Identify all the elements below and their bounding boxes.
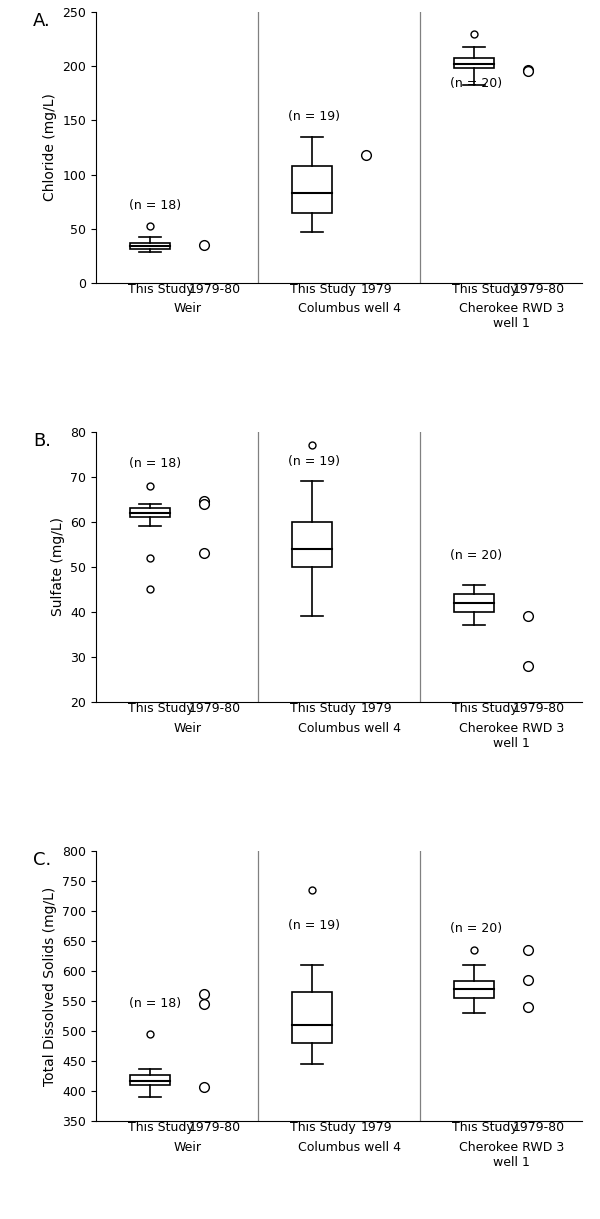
Text: Weir: Weir <box>174 1141 202 1154</box>
Y-axis label: Chloride (mg/L): Chloride (mg/L) <box>43 94 57 201</box>
Y-axis label: Total Dissolved Solids (mg/L): Total Dissolved Solids (mg/L) <box>43 886 57 1086</box>
Text: Weir: Weir <box>174 302 202 316</box>
Text: (n = 18): (n = 18) <box>130 200 182 212</box>
Y-axis label: Sulfate (mg/L): Sulfate (mg/L) <box>51 517 65 617</box>
Text: Cherokee RWD 3
well 1: Cherokee RWD 3 well 1 <box>459 1141 565 1169</box>
Text: 1979: 1979 <box>361 702 392 716</box>
Text: (n = 20): (n = 20) <box>450 550 502 562</box>
Text: Columbus well 4: Columbus well 4 <box>298 302 401 316</box>
Bar <box>130 508 170 517</box>
Text: This Study: This Study <box>128 702 194 716</box>
Text: Columbus well 4: Columbus well 4 <box>298 722 401 735</box>
Bar <box>454 57 494 68</box>
Text: Weir: Weir <box>174 722 202 735</box>
Text: This Study: This Study <box>452 702 518 716</box>
Text: This Study: This Study <box>452 283 518 296</box>
Text: This Study: This Study <box>128 1121 194 1135</box>
Text: C.: C. <box>33 851 51 869</box>
Text: 1979-80: 1979-80 <box>189 1121 241 1135</box>
Text: B.: B. <box>33 432 51 450</box>
Text: This Study: This Study <box>290 283 356 296</box>
Text: (n = 20): (n = 20) <box>450 77 502 90</box>
Bar <box>292 992 332 1043</box>
Bar <box>130 1075 170 1085</box>
Bar <box>454 594 494 612</box>
Text: This Study: This Study <box>452 1121 518 1135</box>
Bar <box>130 243 170 249</box>
Text: 1979-80: 1979-80 <box>513 283 565 296</box>
Text: 1979-80: 1979-80 <box>513 702 565 716</box>
Bar <box>454 981 494 998</box>
Text: A.: A. <box>33 12 50 30</box>
Text: This Study: This Study <box>290 702 356 716</box>
Text: 1979-80: 1979-80 <box>513 1121 565 1135</box>
Text: (n = 18): (n = 18) <box>130 457 182 469</box>
Text: Cherokee RWD 3
well 1: Cherokee RWD 3 well 1 <box>459 722 565 750</box>
Text: Cherokee RWD 3
well 1: Cherokee RWD 3 well 1 <box>459 302 565 330</box>
Text: (n = 19): (n = 19) <box>288 455 340 468</box>
Text: (n = 19): (n = 19) <box>288 919 340 933</box>
Text: 1979-80: 1979-80 <box>189 702 241 716</box>
Text: (n = 18): (n = 18) <box>130 997 182 1011</box>
Text: 1979: 1979 <box>361 1121 392 1135</box>
Text: This Study: This Study <box>128 283 194 296</box>
Text: (n = 19): (n = 19) <box>288 110 340 123</box>
Bar <box>292 522 332 567</box>
Text: 1979: 1979 <box>361 283 392 296</box>
Text: This Study: This Study <box>290 1121 356 1135</box>
Text: 1979-80: 1979-80 <box>189 283 241 296</box>
Text: Columbus well 4: Columbus well 4 <box>298 1141 401 1154</box>
Text: (n = 20): (n = 20) <box>450 922 502 935</box>
Bar <box>292 166 332 213</box>
